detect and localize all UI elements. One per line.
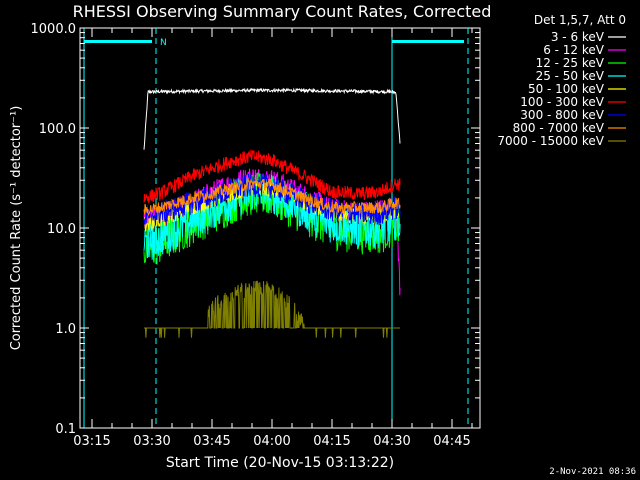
legend-entry-label: 3 - 6 keV — [551, 30, 605, 44]
x-axis-label: Start Time (20-Nov-15 03:13:22) — [166, 455, 394, 471]
x-tick-label: 04:00 — [253, 434, 290, 449]
night-bar — [84, 40, 152, 43]
x-tick-label: 03:15 — [73, 434, 110, 449]
orbit-bar-label: N — [160, 38, 167, 48]
chart-title: RHESSI Observing Summary Count Rates, Co… — [73, 2, 492, 21]
series-line-7000-15000-kev — [144, 280, 400, 338]
legend-entry-label: 12 - 25 keV — [536, 56, 605, 70]
x-tick-label: 04:15 — [313, 434, 350, 449]
legend-entry-label: 6 - 12 keV — [543, 43, 605, 57]
legend-entry-label: 300 - 800 keV — [520, 108, 604, 122]
y-axis: 0.1 1.0 10.0 100.0 1000.0 — [31, 22, 480, 437]
x-tick-label: 03:45 — [193, 434, 230, 449]
legend-entry-label: 50 - 100 keV — [528, 82, 605, 96]
orbit-markers: N — [83, 28, 469, 428]
plot-frame — [79, 27, 481, 429]
night-bar — [392, 40, 464, 43]
series-line-100-300-kev — [143, 149, 401, 204]
legend-entry-label: 25 - 50 keV — [536, 69, 605, 83]
data-series — [143, 87, 401, 338]
y-tick-label: 1.0 — [55, 322, 76, 337]
x-tick-label: 04:45 — [433, 434, 470, 449]
y-tick-label: 100.0 — [39, 122, 76, 137]
legend-entry-label: 7000 - 15000 keV — [497, 134, 604, 148]
x-tick-label: 03:30 — [133, 434, 170, 449]
legend-entry-label: 800 - 7000 keV — [513, 121, 605, 135]
legend-entry-label: 100 - 300 keV — [520, 95, 604, 109]
generation-timestamp: 2-Nov-2021 08:36 — [549, 467, 636, 477]
y-tick-label: 10.0 — [47, 222, 76, 237]
series-line-800-7000-kev — [143, 176, 401, 217]
series-line-12-25-kev — [143, 172, 401, 265]
x-axis: 03:15 03:30 03:45 04:00 04:15 04:30 04:45 — [73, 28, 473, 449]
series-line-3-6-kev — [143, 87, 401, 150]
y-axis-label: Corrected Count Rate (s⁻¹ detector⁻¹) — [9, 106, 24, 351]
x-tick-label: 04:30 — [373, 434, 410, 449]
y-tick-label: 1000.0 — [31, 22, 77, 37]
y-tick-label: 0.1 — [55, 422, 76, 437]
legend-title: Det 1,5,7, Att 0 — [534, 13, 626, 27]
